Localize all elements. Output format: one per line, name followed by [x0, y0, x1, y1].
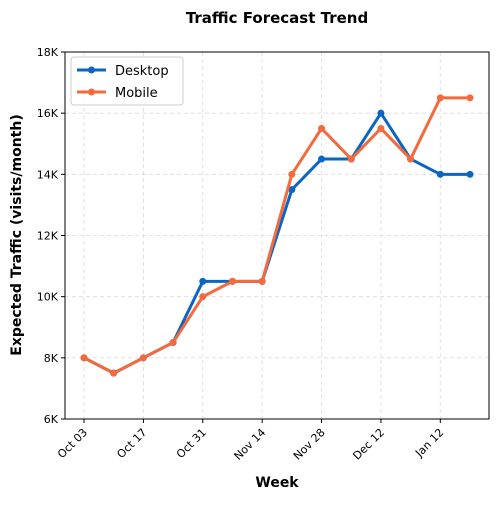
- mobile-point: [110, 369, 118, 377]
- mobile-point: [288, 170, 296, 178]
- legend: Desktop Mobile: [70, 56, 184, 106]
- y-tick-label: 12K: [37, 230, 59, 243]
- desktop-point: [436, 170, 444, 178]
- y-tick-label: 10K: [37, 291, 59, 304]
- legend-desktop-label: Desktop: [115, 64, 169, 79]
- x-axis-label: Week: [255, 475, 299, 491]
- mobile-point: [228, 277, 236, 285]
- desktop-point: [466, 170, 474, 178]
- mobile-point: [258, 277, 266, 285]
- chart-title: Traffic Forecast Trend: [186, 9, 368, 27]
- mobile-point: [347, 155, 355, 163]
- desktop-point: [318, 155, 326, 163]
- legend-mobile-label: Mobile: [115, 86, 158, 101]
- legend-mobile-marker: [88, 88, 95, 96]
- y-tick-label: 8K: [44, 352, 59, 365]
- mobile-point: [377, 124, 385, 132]
- mobile-point: [318, 124, 326, 132]
- legend-desktop-marker: [88, 66, 95, 74]
- y-axis-label: Expected Traffic (visits/month): [9, 114, 25, 355]
- y-axis-ticks: 6K 8K 10K 12K 14K 16K 18K: [37, 46, 65, 426]
- legend-items: Desktop Mobile: [77, 64, 169, 101]
- series-mobile: [80, 94, 474, 377]
- mobile-point: [80, 354, 88, 362]
- desktop-point: [199, 277, 207, 285]
- mobile-point: [466, 94, 474, 102]
- y-tick-label: 6K: [44, 413, 59, 426]
- desktop-point: [288, 186, 296, 194]
- series-layer: [80, 94, 474, 377]
- mobile-point: [407, 155, 415, 163]
- y-tick-label: 14K: [37, 168, 59, 181]
- y-tick-label: 18K: [37, 46, 59, 59]
- mobile-point: [139, 354, 147, 362]
- mobile-point: [199, 293, 207, 301]
- mobile-point: [169, 339, 177, 347]
- mobile-line: [83, 96, 470, 375]
- desktop-point: [377, 109, 385, 117]
- mobile-point: [436, 94, 444, 102]
- y-tick-label: 16K: [37, 107, 59, 120]
